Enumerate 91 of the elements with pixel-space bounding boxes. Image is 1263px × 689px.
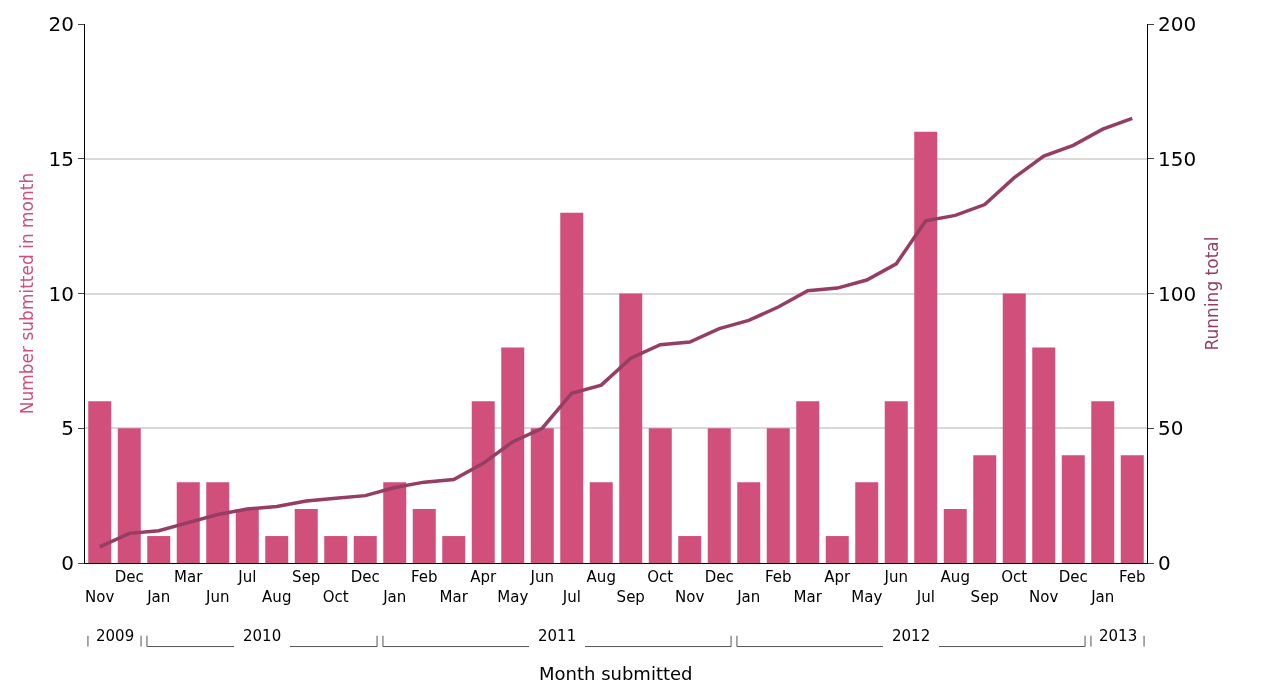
y-axis-title: Number submitted in month <box>17 172 38 415</box>
x-tick-label: Nov <box>1029 587 1059 606</box>
x-tick-label: Aug <box>262 587 292 606</box>
bar <box>88 401 112 563</box>
y2-axis-title: Running total <box>1201 236 1222 351</box>
x-tick-label: Jan <box>1090 587 1115 606</box>
bar <box>176 482 200 563</box>
y-tick-label: 10 <box>48 281 74 306</box>
y-tick-label: 15 <box>48 146 74 171</box>
x-tick-label: Jul <box>561 587 581 606</box>
x-tick-label: Oct <box>1001 568 1028 586</box>
x-tick-label: Jan <box>736 587 761 606</box>
bar <box>442 536 466 563</box>
y-tick-label: 20 <box>48 12 74 36</box>
bar <box>560 212 584 563</box>
bar <box>914 131 938 563</box>
x-tick-label: May <box>851 587 883 606</box>
bar <box>147 536 171 563</box>
bar <box>1120 455 1144 563</box>
x-tick-label: Sep <box>616 587 645 606</box>
bar <box>737 482 761 563</box>
bar <box>501 347 525 563</box>
bar <box>884 401 908 563</box>
y2-tick-label: 50 <box>1158 416 1184 441</box>
bar <box>206 482 230 563</box>
bar <box>1091 401 1115 563</box>
x-tick-label: Jul <box>237 568 257 586</box>
x-tick-label: Apr <box>470 568 498 586</box>
bar <box>324 536 348 563</box>
bar <box>235 509 259 563</box>
bar <box>619 293 643 563</box>
x-tick-label: Jun <box>205 587 230 606</box>
x-tick-label: Jan <box>146 587 171 606</box>
x-tick-label: Mar <box>793 587 823 606</box>
bar <box>796 401 820 563</box>
text: 2012 <box>892 627 931 645</box>
bar <box>648 428 672 563</box>
x-tick-label: Aug <box>586 568 616 586</box>
bar <box>973 455 997 563</box>
x-tick-label: Dec <box>114 568 144 586</box>
bar <box>855 482 879 563</box>
bar <box>707 428 731 563</box>
bar <box>766 428 790 563</box>
y-tick-label: 0 <box>61 551 74 575</box>
x-tick-label: Sep <box>970 587 999 606</box>
y2-tick-label: 100 <box>1158 281 1197 306</box>
bar <box>678 536 702 563</box>
bar <box>353 536 377 563</box>
bar <box>943 509 967 563</box>
text: 2011 <box>538 627 577 645</box>
x-tick-label: Oct <box>647 568 674 586</box>
bar <box>471 401 495 563</box>
y2-tick-label: 0 <box>1158 551 1171 575</box>
y2-tick-label: 150 <box>1158 146 1197 171</box>
x-tick-label: Nov <box>85 587 115 606</box>
x-tick-label: Jun <box>883 568 908 586</box>
bar <box>265 536 289 563</box>
x-tick-label: Mar <box>439 587 469 606</box>
bar <box>383 482 407 563</box>
x-tick-label: Nov <box>675 587 705 606</box>
x-tick-label: Oct <box>322 587 349 606</box>
text: 2010 <box>243 627 282 645</box>
y-tick-label: 5 <box>61 416 74 441</box>
bar <box>589 482 613 563</box>
y2-tick-label: 200 <box>1158 12 1197 36</box>
bar <box>117 428 141 563</box>
x-tick-label: Dec <box>350 568 380 586</box>
line-series <box>98 116 1134 549</box>
x-tick-label: Apr <box>824 568 852 586</box>
text: 2009 <box>96 627 135 645</box>
x-tick-label: Aug <box>940 568 970 586</box>
x-tick-label: May <box>497 587 529 606</box>
bar <box>1032 347 1056 563</box>
x-tick-label: Feb <box>410 568 438 586</box>
bar <box>412 509 436 563</box>
bar <box>1002 293 1026 563</box>
bar <box>825 536 849 563</box>
x-tick-label: Sep <box>292 568 321 586</box>
x-tick-label: Jul <box>915 587 935 606</box>
x-axis-title: Month submitted <box>539 663 693 684</box>
bar <box>530 428 554 563</box>
text: 2013 <box>1099 627 1138 645</box>
bar <box>1061 455 1085 563</box>
x-tick-label: Mar <box>174 568 204 586</box>
x-tick-label: Jun <box>529 568 554 586</box>
bar <box>294 509 318 563</box>
x-tick-label: Feb <box>1118 568 1146 586</box>
x-tick-label: Dec <box>704 568 734 586</box>
x-tick-label: Dec <box>1058 568 1088 586</box>
x-tick-label: Jan <box>382 587 407 606</box>
x-tick-label: Feb <box>764 568 792 586</box>
